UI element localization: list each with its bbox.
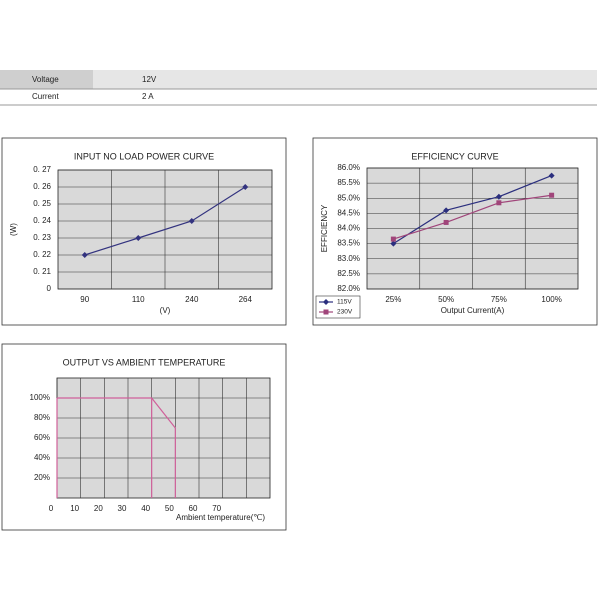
chart-title: INPUT NO LOAD POWER CURVE <box>74 151 214 161</box>
x-axis-label: (V) <box>160 306 171 315</box>
point-marker <box>549 192 555 198</box>
table-header-cell <box>0 70 93 89</box>
legend-marker <box>323 299 329 305</box>
table-cell: Current <box>32 92 59 101</box>
legend-label: 115V <box>337 299 352 306</box>
legend-marker <box>323 309 329 315</box>
y-tick-label: 80% <box>34 413 50 422</box>
series-line <box>393 194 552 240</box>
y-tick-label: 0. 22 <box>33 250 51 259</box>
chart-title: EFFICIENCY CURVE <box>411 151 498 161</box>
chart-title: OUTPUT VS AMBIENT TEMPERATURE <box>63 357 226 367</box>
point-marker <box>443 207 450 214</box>
point-marker <box>188 218 195 224</box>
y-tick-label: 0. 24 <box>33 216 51 225</box>
y-tick-label: 85.0% <box>337 193 360 202</box>
table-cell: 12V <box>142 75 157 84</box>
x-tick-label: 75% <box>491 295 507 304</box>
x-tick-label: 40 <box>141 504 150 513</box>
y-tick-label: 0. 21 <box>33 267 51 276</box>
y-tick-label: 0. 23 <box>33 233 51 242</box>
y-tick-label: 0. 26 <box>33 182 51 191</box>
point-marker <box>242 184 249 190</box>
table-cell: 2 A <box>142 92 154 101</box>
x-axis-label: Output Current(A) <box>441 306 505 315</box>
point-marker <box>548 172 555 179</box>
y-axis-label: EFFICIENCY <box>320 204 329 252</box>
x-tick-label: 30 <box>118 504 127 513</box>
table-cell: Voltage <box>32 75 59 84</box>
x-tick-label: 50 <box>165 504 174 513</box>
series-line <box>84 186 246 256</box>
point-marker <box>135 235 142 241</box>
series-line <box>393 175 552 245</box>
point-marker <box>443 219 449 225</box>
y-tick-label: 0 <box>47 284 52 293</box>
y-tick-label: 86.0% <box>337 163 360 172</box>
y-tick-label: 0. 27 <box>33 165 51 174</box>
x-tick-label: 50% <box>438 295 454 304</box>
table-cell-bg <box>93 70 597 89</box>
y-tick-label: 84.5% <box>337 208 360 217</box>
x-tick-label: 20 <box>94 504 103 513</box>
x-tick-label: 100% <box>541 295 561 304</box>
y-tick-label: 100% <box>30 393 50 402</box>
point-marker <box>81 252 88 258</box>
y-tick-label: 84.0% <box>337 224 360 233</box>
x-tick-label: 60 <box>189 504 198 513</box>
x-tick-label: 240 <box>185 295 199 304</box>
x-tick-label: 264 <box>239 295 253 304</box>
x-tick-label: 70 <box>212 504 221 513</box>
point-marker <box>390 240 397 247</box>
point-marker <box>495 193 502 200</box>
y-tick-label: 83.5% <box>337 239 360 248</box>
point-marker <box>496 200 502 206</box>
y-tick-label: 82.5% <box>337 269 360 278</box>
x-tick-label: 10 <box>70 504 79 513</box>
legend-label: 230V <box>337 309 353 316</box>
x-tick-label: 0 <box>49 504 54 513</box>
y-tick-label: 40% <box>34 453 50 462</box>
x-tick-label: 25% <box>385 295 401 304</box>
y-axis-label: (W) <box>9 223 18 236</box>
y-tick-label: 82.0% <box>337 284 360 293</box>
y-tick-label: 85.5% <box>337 178 360 187</box>
x-tick-label: 90 <box>80 295 89 304</box>
y-tick-label: 60% <box>34 433 50 442</box>
y-tick-label: 0. 25 <box>33 199 51 208</box>
point-marker <box>390 236 396 242</box>
x-axis-label: Ambient temperature(℃) <box>176 513 265 522</box>
x-tick-label: 110 <box>132 295 145 304</box>
y-tick-label: 83.0% <box>337 254 360 263</box>
y-tick-label: 20% <box>34 473 50 482</box>
